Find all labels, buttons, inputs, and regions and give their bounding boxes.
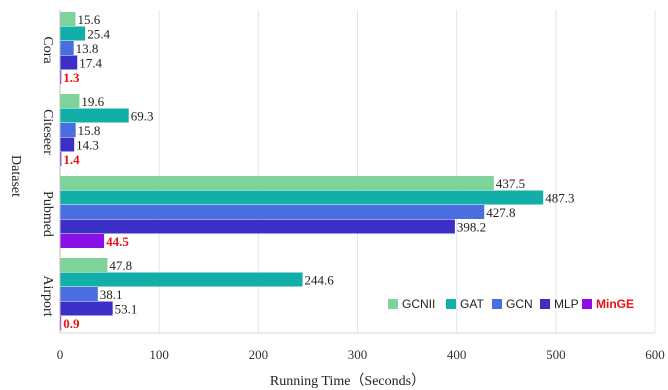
legend-label-gat: GAT xyxy=(460,297,484,311)
bar-minge-cora xyxy=(60,70,62,84)
bar-mlp-cora xyxy=(60,55,78,70)
value-label: 15.8 xyxy=(78,123,101,138)
category-label: Pubmed xyxy=(40,191,55,237)
value-label: 38.1 xyxy=(100,287,123,302)
bar-gcnii-citeseer xyxy=(60,94,80,108)
x-tick-label: 100 xyxy=(149,347,169,362)
x-tick-label: 200 xyxy=(249,347,269,362)
bar-gcnii-pubmed xyxy=(60,176,494,190)
y-axis-title: Dataset xyxy=(8,155,23,197)
legend-label-minge: MinGE xyxy=(596,297,634,311)
bar-mlp-airport xyxy=(60,301,113,316)
bar-gat-airport xyxy=(60,272,303,287)
bar-gcn-airport xyxy=(60,287,98,301)
value-labels: 15.619.6437.547.825.469.3487.3244.613.81… xyxy=(63,12,574,331)
grid-lines xyxy=(59,10,656,333)
bar-gat-pubmed xyxy=(60,190,544,205)
category-label: Cora xyxy=(40,36,55,64)
bar-minge-citeseer xyxy=(60,152,62,166)
value-label: 15.6 xyxy=(77,12,100,27)
bar-gcn-cora xyxy=(60,41,74,55)
legend-swatch-gat xyxy=(446,299,456,309)
bar-gat-cora xyxy=(60,26,86,41)
legend-label-gcn: GCN xyxy=(506,297,533,311)
bar-gcnii-airport xyxy=(60,258,108,272)
bar-minge-airport xyxy=(60,316,62,330)
value-label: 13.8 xyxy=(76,41,99,56)
value-label: 398.2 xyxy=(457,220,486,235)
value-label: 487.3 xyxy=(545,191,574,206)
value-label: 437.5 xyxy=(496,176,525,191)
legend-label-gcnii: GCNII xyxy=(402,297,435,311)
legend-swatch-gcn xyxy=(492,299,502,309)
value-label: 0.9 xyxy=(63,316,80,331)
legend-swatch-minge xyxy=(582,299,592,309)
value-label: 427.8 xyxy=(486,205,515,220)
value-label: 19.6 xyxy=(81,94,104,109)
value-label: 69.3 xyxy=(131,109,154,124)
category-label: Airport xyxy=(40,275,55,316)
bar-gat-citeseer xyxy=(60,108,129,123)
value-label: 14.3 xyxy=(76,138,99,153)
legend: GCNII GAT GCN MLP MinGE xyxy=(388,297,634,311)
x-tick-label: 400 xyxy=(447,347,467,362)
x-tick-label: 0 xyxy=(57,347,64,362)
axes: 0 100 200 300 400 500 600 Cora Citeseer Pubmed Air… xyxy=(8,10,665,389)
value-label: 1.4 xyxy=(63,152,80,167)
bar-gcnii-cora xyxy=(60,12,76,26)
value-label: 47.8 xyxy=(109,258,132,273)
bar-gcn-citeseer xyxy=(60,123,76,137)
legend-swatch-mlp xyxy=(540,299,550,309)
category-label: Citeseer xyxy=(40,109,55,155)
bar-gcn-pubmed xyxy=(60,205,485,219)
x-tick-label: 300 xyxy=(348,347,368,362)
bars xyxy=(60,12,544,330)
value-label: 1.3 xyxy=(63,70,80,85)
value-label: 17.4 xyxy=(79,56,102,71)
value-label: 53.1 xyxy=(115,302,138,317)
bar-mlp-pubmed xyxy=(60,219,455,234)
legend-swatch-gcnii xyxy=(388,299,398,309)
x-tick-label: 600 xyxy=(645,347,665,362)
value-label: 25.4 xyxy=(87,27,110,42)
value-label: 244.6 xyxy=(305,273,335,288)
bar-minge-pubmed xyxy=(60,234,105,248)
x-axis-title: Running Time（Seconds） xyxy=(270,373,425,389)
value-label: 44.5 xyxy=(106,234,129,249)
bar-mlp-citeseer xyxy=(60,137,75,152)
legend-label-mlp: MLP xyxy=(554,297,579,311)
x-tick-label: 500 xyxy=(546,347,566,362)
